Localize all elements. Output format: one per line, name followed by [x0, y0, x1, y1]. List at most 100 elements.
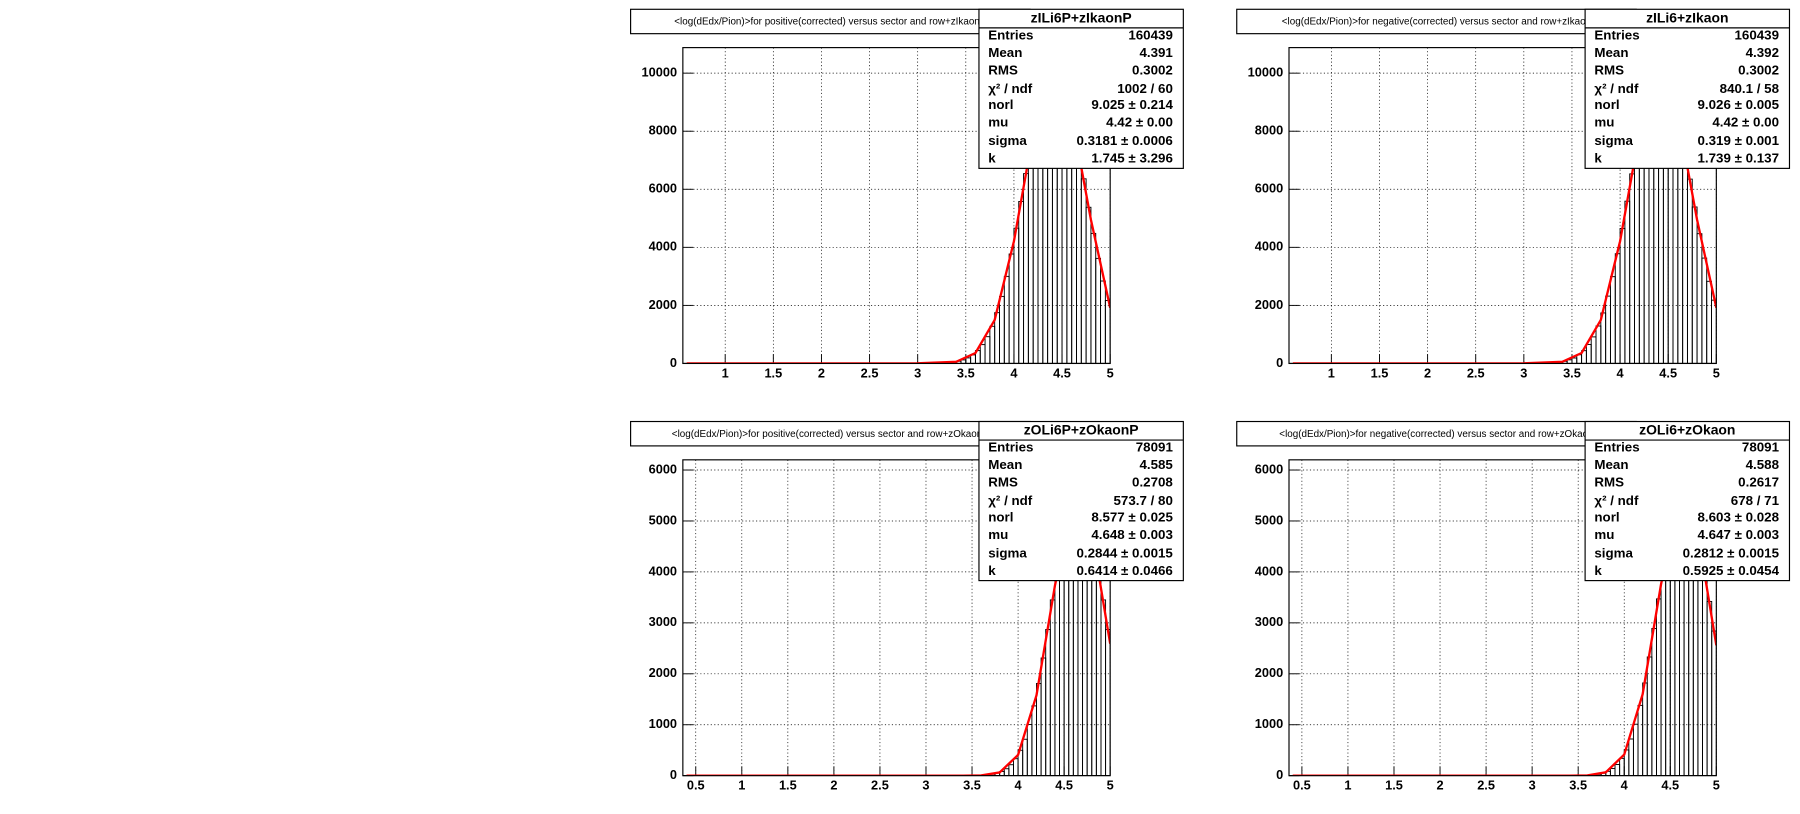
x-tick-label: 3 [1529, 778, 1536, 793]
y-tick-label: 5000 [1255, 512, 1283, 527]
stats-label: χ² / ndf [1594, 81, 1639, 96]
frame [1288, 459, 1717, 777]
stats-value: 4.42 ± 0.00 [1106, 115, 1173, 130]
stats-name: zOLi6P+zOkaonP [1024, 421, 1139, 437]
x-tick-label: 3 [1520, 365, 1527, 380]
y-tick-label: 4000 [649, 239, 677, 254]
stats-label: χ² / ndf [1594, 493, 1639, 508]
stats-box [978, 8, 1184, 169]
x-tick-label: 4 [1617, 365, 1625, 380]
stats-value: 0.2844 ± 0.0015 [1077, 545, 1174, 560]
x-tick-label: 3 [914, 365, 921, 380]
stats-value: 4.648 ± 0.003 [1091, 527, 1173, 542]
stats-value: 1.739 ± 0.137 [1697, 151, 1779, 166]
stats-value: 840.1 / 58 [1720, 81, 1780, 96]
y-tick-label: 6000 [649, 461, 677, 476]
stats-value: 9.026 ± 0.005 [1697, 97, 1779, 112]
panel-title: <log(dEdx/Pion)>for positive(corrected) … [672, 429, 989, 440]
x-tick-label: 2.5 [871, 778, 889, 793]
stats-value: 573.7 / 80 [1114, 493, 1173, 508]
x-tick-label: 2 [818, 365, 825, 380]
panel-title: <log(dEdx/Pion)>for negative(corrected) … [1279, 429, 1593, 440]
title-box [630, 8, 1031, 35]
x-tick-label: 2.5 [861, 365, 879, 380]
stats-value: 4.392 [1746, 45, 1779, 60]
y-tick-label: 8000 [1255, 123, 1283, 138]
x-tick-label: 2.5 [1477, 778, 1495, 793]
y-tick-label: 5000 [649, 512, 677, 527]
stats-label: Entries [988, 440, 1033, 455]
x-tick-label: 1 [1328, 365, 1335, 380]
y-tick-label: 2000 [649, 297, 677, 312]
stats-name: zOLi6+zOkaon [1639, 421, 1735, 437]
x-tick-label: 4.5 [1661, 778, 1679, 793]
y-tick-label: 8000 [649, 123, 677, 138]
x-tick-label: 1 [1344, 778, 1351, 793]
y-tick-label: 4000 [1255, 239, 1283, 254]
stats-value: 0.2708 [1132, 475, 1173, 490]
stats-value: 678 / 71 [1731, 493, 1780, 508]
stats-value: 78091 [1136, 440, 1174, 455]
stats-label: Entries [988, 28, 1033, 43]
stats-box [1584, 420, 1791, 582]
x-tick-label: 0.5 [687, 778, 705, 793]
x-tick-label: 1.5 [1385, 778, 1403, 793]
stats-value: 4.588 [1746, 457, 1780, 472]
y-tick-label: 6000 [1255, 461, 1283, 476]
y-tick-label: 4000 [649, 563, 677, 578]
stats-value: 0.3181 ± 0.0006 [1077, 133, 1173, 148]
x-tick-label: 2.5 [1467, 365, 1485, 380]
stats-name: zILi6+zIkaon [1646, 9, 1728, 25]
y-tick-label: 3000 [649, 614, 677, 629]
x-tick-label: 2 [1436, 778, 1443, 793]
x-tick-label: 4 [1010, 365, 1018, 380]
x-tick-label: 3.5 [957, 365, 975, 380]
stats-value: 78091 [1742, 440, 1780, 455]
stats-value: 1.745 ± 3.296 [1091, 151, 1173, 166]
stats-label: k [988, 151, 996, 166]
stats-label: k [988, 563, 996, 578]
stats-label: mu [988, 527, 1008, 542]
stats-label: χ² / ndf [988, 493, 1033, 508]
title-box [1236, 420, 1637, 447]
stats-value: 0.2812 ± 0.0015 [1683, 545, 1780, 560]
frame [682, 47, 1111, 365]
x-tick-label: 2 [830, 778, 837, 793]
y-tick-label: 0 [1276, 767, 1283, 782]
y-tick-label: 2000 [1255, 297, 1283, 312]
y-tick-label: 2000 [649, 665, 677, 680]
stats-value: 4.647 ± 0.003 [1697, 527, 1779, 542]
title-box [1236, 8, 1637, 35]
y-tick-label: 0 [1276, 355, 1283, 370]
stats-label: Mean [1594, 457, 1628, 472]
y-tick-label: 10000 [642, 65, 677, 80]
y-tick-label: 1000 [649, 716, 677, 731]
stats-label: k [1594, 563, 1602, 578]
stats-label: mu [988, 115, 1008, 130]
x-tick-label: 5 [1713, 778, 1720, 793]
stats-label: Mean [1594, 45, 1628, 60]
panel: 0 1000 2000 3000 4000 5000 6000 0.5 1 1.5 2 2.5 3 3.5… [1236, 420, 1791, 793]
title-box [630, 420, 1031, 447]
stats-box [978, 420, 1184, 582]
stats-label: Entries [1594, 440, 1639, 455]
y-tick-label: 3000 [1255, 614, 1283, 629]
stats-value: 0.319 ± 0.001 [1697, 133, 1779, 148]
x-tick-label: 1.5 [779, 778, 797, 793]
x-tick-label: 5 [1713, 365, 1720, 380]
stats-value: 4.391 [1139, 45, 1173, 60]
x-tick-label: 4.5 [1055, 778, 1073, 793]
stats-value: 0.2617 [1738, 475, 1779, 490]
stats-value: 0.3002 [1132, 62, 1173, 77]
x-tick-label: 3 [922, 778, 929, 793]
stats-value: 160439 [1128, 28, 1173, 43]
stats-value: 4.42 ± 0.00 [1712, 115, 1779, 130]
x-tick-label: 3.5 [963, 778, 981, 793]
frame [682, 459, 1111, 777]
histogram [682, 68, 1111, 364]
stats-label: Mean [988, 457, 1022, 472]
x-tick-label: 1.5 [1371, 365, 1389, 380]
stats-label: k [1594, 151, 1602, 166]
x-tick-label: 4 [1015, 778, 1023, 793]
